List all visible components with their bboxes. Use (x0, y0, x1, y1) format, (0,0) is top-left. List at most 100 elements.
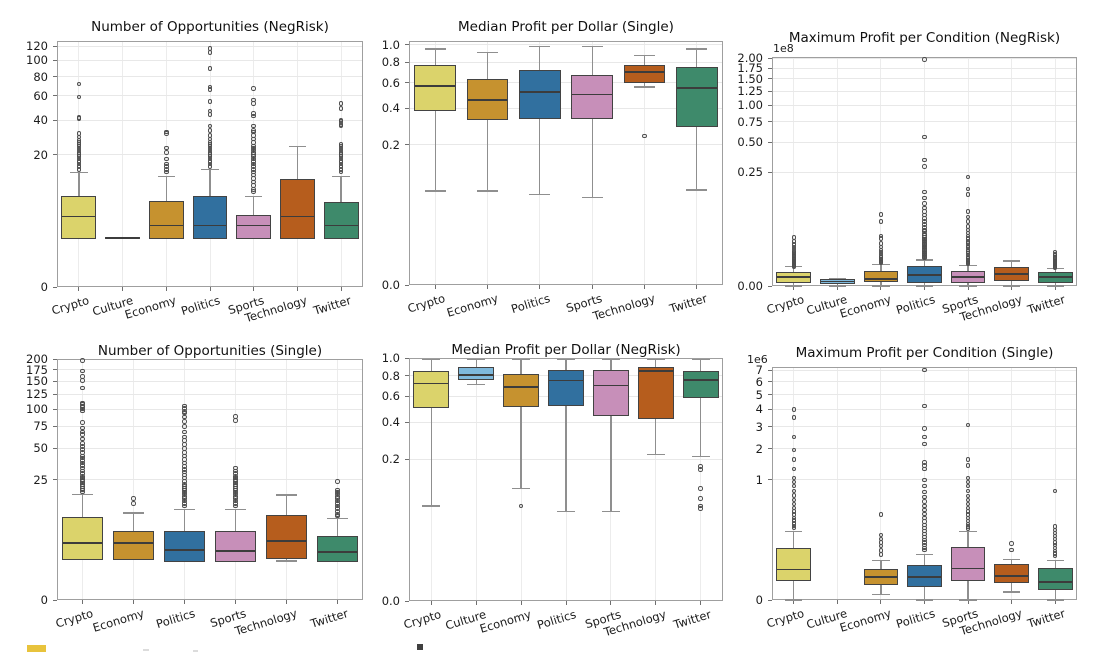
box-median-line (638, 370, 673, 373)
y-tick-mark (405, 82, 409, 84)
y-grid-line (57, 408, 363, 410)
y-tick-mark (768, 141, 772, 143)
y-axis-tick-label: 1.0 (381, 37, 400, 52)
outlier-point (80, 436, 85, 442)
box-whisker (699, 359, 702, 373)
y-axis-tick-label: 60 (33, 88, 48, 103)
x-grid-line (924, 367, 925, 600)
y-axis-tick-label: 7 (755, 363, 763, 378)
whisker-cap (915, 285, 934, 287)
x-tick-mark (296, 287, 298, 291)
outlier-point (164, 150, 169, 155)
y-axis-tick-label: 0 (755, 593, 763, 607)
y-axis-tick-label: 0.00 (737, 279, 763, 293)
whisker-cap (959, 599, 977, 601)
outlier-point (922, 499, 927, 504)
outlier-point (207, 50, 213, 55)
y-axis-tick-label: 100 (26, 402, 48, 417)
outlier-point (207, 66, 213, 71)
box (113, 531, 154, 561)
box-median-line (864, 576, 898, 578)
outlier-point (76, 81, 82, 87)
box-whisker (430, 407, 433, 507)
box-median-line (62, 215, 96, 218)
y-grid-line (772, 67, 1077, 69)
x-grid-line (924, 57, 925, 286)
outlier-point (922, 511, 927, 517)
box-whisker (967, 531, 969, 549)
box-whisker (880, 264, 882, 273)
box-whisker (1010, 279, 1013, 286)
box (164, 531, 205, 562)
box-whisker (340, 176, 342, 204)
box-whisker (655, 417, 657, 455)
y-axis-tick-label: 0.6 (381, 389, 400, 404)
whisker-cap (634, 55, 655, 57)
outlier-point (76, 116, 82, 121)
outlier-point (965, 479, 971, 485)
box (61, 195, 97, 240)
y-axis-tick-label: 175 (26, 362, 48, 377)
x-tick-mark (924, 600, 925, 604)
outlier-point (80, 358, 85, 363)
y-grid-line (409, 82, 723, 84)
whisker-cap (157, 176, 176, 178)
y-axis-tick-label: 0 (40, 593, 48, 607)
box-median-line (1038, 581, 1072, 583)
outlier-point (518, 503, 524, 509)
x-tick-mark (591, 285, 593, 289)
box-median-line (459, 373, 494, 376)
box (637, 367, 674, 420)
box-median-line (165, 549, 204, 551)
box-whisker (699, 396, 702, 457)
outlier-point (164, 145, 169, 151)
whisker-cap (288, 145, 307, 147)
outlier-point (642, 133, 647, 139)
box-whisker (336, 518, 339, 537)
outlier-point (80, 408, 85, 414)
x-tick-mark (520, 601, 522, 605)
outlier-point (338, 106, 344, 111)
box-median-line (951, 275, 985, 278)
whisker-cap (581, 45, 603, 48)
box (215, 531, 256, 562)
box-whisker (253, 196, 255, 216)
y-tick-mark (768, 394, 772, 396)
x-tick-mark (655, 601, 657, 605)
box-whisker (923, 259, 926, 268)
x-tick-mark (337, 600, 338, 604)
y-tick-mark (768, 121, 772, 123)
box-median-line (193, 224, 227, 227)
y-tick-mark (768, 57, 772, 59)
box-whisker (696, 126, 698, 190)
box (675, 66, 718, 128)
whisker-cap (467, 358, 486, 360)
box-median-line (572, 93, 613, 96)
box-whisker (923, 585, 926, 600)
whisker-cap (70, 171, 88, 173)
axis-offset-label: 1e6 (747, 353, 768, 366)
y-tick-mark (53, 119, 57, 121)
x-tick-mark (82, 600, 83, 604)
outlier-point (251, 86, 256, 91)
x-tick-mark (1011, 600, 1013, 604)
y-axis-tick-label: 2 (755, 441, 763, 456)
whisker-cap (174, 508, 195, 510)
box-median-line (549, 379, 583, 382)
y-tick-mark (53, 154, 57, 155)
y-tick-mark (768, 67, 772, 69)
x-tick-mark (610, 601, 612, 605)
whisker-cap (1046, 560, 1064, 562)
y-tick-mark (53, 358, 57, 360)
x-tick-mark (340, 287, 342, 291)
whisker-cap (467, 383, 486, 386)
box-whisker (1054, 268, 1056, 274)
x-tick-mark (286, 600, 287, 604)
outlier-point (791, 488, 797, 494)
outlier-point (182, 414, 187, 420)
whisker-cap (785, 285, 803, 287)
box-whisker (696, 49, 698, 68)
outlier-point (791, 407, 797, 412)
whisker-cap (512, 487, 531, 490)
